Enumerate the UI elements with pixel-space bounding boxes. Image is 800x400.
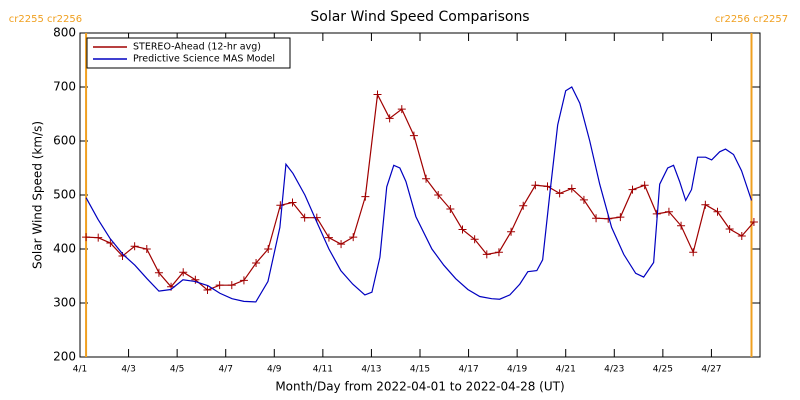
x-axis-label: Month/Day from 2022-04-01 to 2022-04-28 … — [275, 380, 564, 394]
data-point — [397, 105, 406, 114]
data-point — [288, 198, 297, 207]
legend-label: Predictive Science MAS Model — [133, 54, 275, 65]
data-point — [664, 207, 673, 216]
data-point — [616, 213, 625, 222]
y-tick-label: 700 — [53, 80, 76, 94]
data-point — [422, 174, 431, 183]
x-tick-label: 4/11 — [313, 365, 333, 375]
data-point — [227, 281, 236, 290]
data-point — [482, 250, 491, 259]
data-point — [203, 286, 212, 295]
x-tick-label: 4/19 — [507, 365, 527, 375]
data-point — [130, 242, 139, 251]
rotation-label: cr2255 cr2256 — [9, 14, 82, 25]
data-point — [640, 181, 649, 190]
data-point — [300, 213, 309, 222]
data-point — [276, 201, 285, 210]
y-tick-label: 400 — [53, 242, 76, 256]
x-tick-label: 4/15 — [410, 365, 430, 375]
data-point — [239, 276, 248, 285]
x-tick-label: 4/17 — [458, 365, 478, 375]
data-point — [179, 268, 188, 277]
y-tick-label: 600 — [53, 134, 76, 148]
data-point — [725, 225, 734, 234]
x-tick-label: 4/9 — [267, 365, 282, 375]
data-point — [373, 90, 382, 99]
x-tick-label: 4/3 — [121, 365, 135, 375]
data-point — [264, 245, 273, 253]
data-point — [494, 248, 503, 257]
x-tick-label: 4/21 — [556, 365, 576, 375]
data-point — [701, 200, 710, 209]
data-point — [470, 235, 479, 244]
data-point — [567, 184, 576, 193]
legend-box — [86, 37, 291, 69]
data-point — [592, 214, 601, 223]
data-point — [191, 275, 200, 284]
data-point — [94, 233, 103, 242]
x-tick-label: 4/25 — [653, 365, 673, 375]
data-point — [106, 239, 115, 248]
data-point — [579, 195, 588, 204]
data-point — [737, 232, 746, 241]
data-point — [142, 245, 151, 253]
series-line — [85, 86, 753, 303]
y-tick-label: 200 — [53, 350, 76, 364]
x-tick-label: 4/5 — [170, 365, 184, 375]
data-point — [458, 225, 467, 234]
x-tick-label: 4/27 — [701, 365, 721, 375]
x-tick-label: 4/23 — [604, 365, 624, 375]
data-point — [154, 268, 163, 277]
x-tick-label: 4/1 — [73, 365, 87, 375]
data-point — [312, 213, 321, 222]
data-point — [349, 233, 358, 242]
y-axis-label: Solar Wind Speed (km/s) — [31, 121, 45, 269]
y-tick-label: 800 — [53, 26, 76, 40]
data-point — [252, 259, 261, 268]
data-point — [713, 207, 722, 216]
data-point — [82, 233, 91, 242]
y-tick-label: 500 — [53, 188, 76, 202]
data-point — [628, 185, 637, 194]
y-tick-label: 300 — [53, 296, 76, 310]
rotation-label: cr2256 cr2257 — [715, 14, 788, 25]
x-tick-label: 4/7 — [218, 365, 232, 375]
series-line — [86, 92, 755, 291]
data-point — [507, 227, 516, 236]
data-point — [324, 233, 333, 242]
data-point — [446, 205, 455, 214]
data-point — [519, 201, 528, 210]
data-point — [337, 240, 346, 249]
data-point — [677, 221, 686, 230]
data-point — [689, 248, 698, 257]
data-point — [215, 281, 224, 290]
x-tick-label: 4/13 — [361, 365, 381, 375]
data-point — [749, 218, 758, 226]
data-point — [361, 192, 370, 201]
data-point — [385, 114, 394, 123]
chart-title: Solar Wind Speed Comparisons — [310, 9, 529, 25]
data-point — [409, 131, 418, 140]
data-point — [531, 181, 540, 190]
data-point — [555, 189, 564, 198]
legend-label: STEREO-Ahead (12-hr avg) — [133, 42, 261, 53]
data-point — [434, 191, 443, 199]
